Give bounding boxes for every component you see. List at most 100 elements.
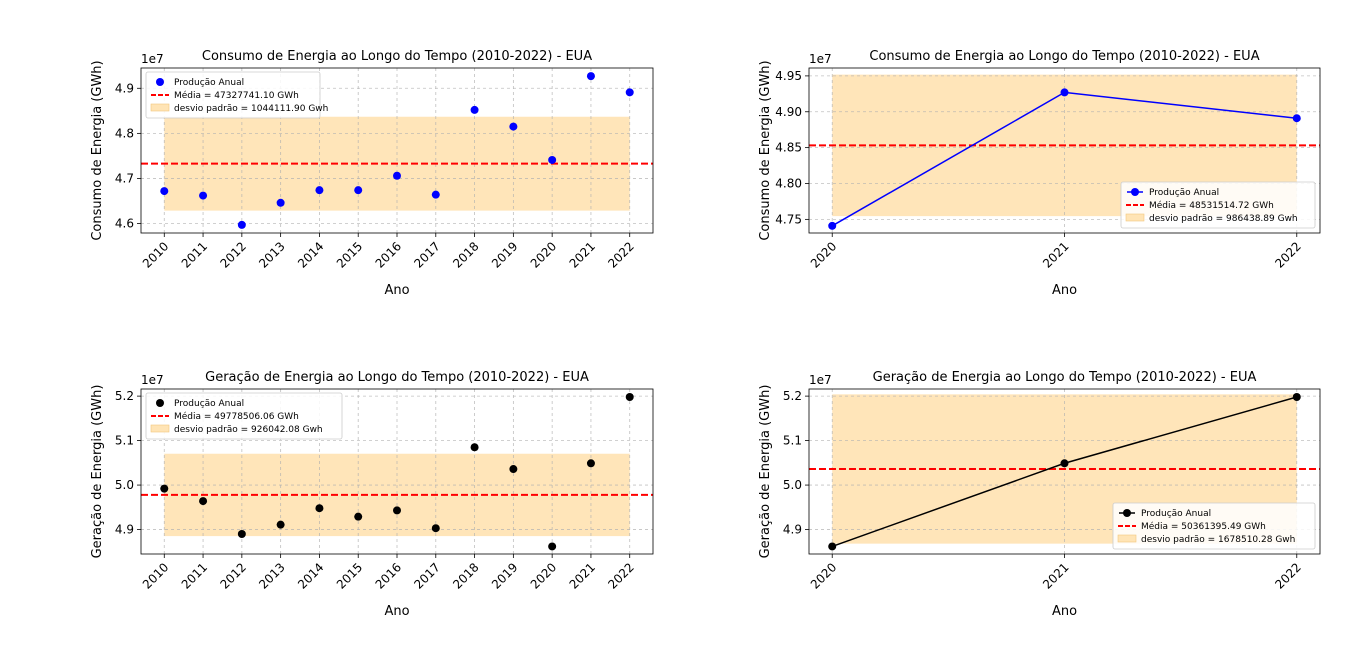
legend: Produção Anual Média = 47327741.10 GWh des… <box>145 71 328 119</box>
legend-band-swatch <box>150 424 170 433</box>
y-tick-label: 5.0 <box>783 478 802 492</box>
data-point-2021 <box>586 459 595 468</box>
legend-series-label: Produção Anual <box>1149 188 1219 198</box>
legend-band-label: desvio padrão = 986438.89 Gwh <box>1149 214 1298 224</box>
y-multiplier: 1e7 <box>809 373 832 387</box>
data-point-2014 <box>315 504 324 513</box>
data-point-2012 <box>237 220 246 229</box>
data-point-2014 <box>315 186 324 195</box>
x-tick-label: 2022 <box>1272 239 1303 270</box>
legend-series-marker <box>156 78 164 86</box>
x-tick-label: 2017 <box>411 560 442 591</box>
data-point-2018 <box>470 105 479 114</box>
x-tick-label: 2015 <box>334 560 365 591</box>
y-tick-label: 4.8 <box>115 126 134 140</box>
chart-panel-1: 2010 2011 2012 2013 2014 2015 2016 2017 2018 2019… <box>90 49 654 298</box>
chart-panel-4: 2020 2021 2022 4.9 5.0 5.1 5.2 1e7 Geração de En… <box>758 370 1321 619</box>
data-point-2019 <box>509 122 518 131</box>
legend-band-swatch <box>1117 534 1137 543</box>
x-tick-label: 2022 <box>605 239 636 270</box>
data-point-2022 <box>1292 114 1301 123</box>
legend-mean-label: Média = 48531514.72 GWh <box>1149 200 1274 211</box>
data-point-2022 <box>625 88 634 97</box>
y-multiplier: 1e7 <box>141 373 164 387</box>
y-tick-label: 5.1 <box>783 434 802 448</box>
x-tick-label: 2011 <box>179 560 210 591</box>
x-tick-label: 2018 <box>450 560 481 591</box>
y-tick-label: 4.9 <box>783 523 802 537</box>
x-tick-label: 2019 <box>489 560 520 591</box>
x-tick-label: 2021 <box>1040 560 1071 591</box>
data-point-2012 <box>237 529 246 538</box>
y-tick-label: 4.85 <box>775 141 802 155</box>
data-point-2013 <box>276 198 285 207</box>
y-tick-label: 4.90 <box>775 105 802 119</box>
legend-series-label: Produção Anual <box>174 399 244 409</box>
legend-box <box>1112 502 1316 550</box>
x-tick-label: 2021 <box>567 239 598 270</box>
x-tick-label: 2020 <box>528 560 559 591</box>
data-point-2017 <box>431 190 440 199</box>
x-tick-label: 2010 <box>140 560 171 591</box>
legend-box <box>145 71 321 119</box>
legend-band-swatch <box>150 103 170 112</box>
chart-title: Geração de Energia ao Longo do Tempo (20… <box>873 370 1257 385</box>
x-tick-label: 2015 <box>334 239 365 270</box>
data-point-2020 <box>828 542 837 551</box>
x-tick-label: 2020 <box>808 560 839 591</box>
data-point-2022 <box>1292 393 1301 402</box>
chart-title: Geração de Energia ao Longo do Tempo (20… <box>205 370 589 385</box>
data-point-2015 <box>354 186 363 195</box>
x-tick-label: 2014 <box>295 560 326 591</box>
x-tick-label: 2016 <box>373 560 404 591</box>
legend-series-marker <box>1131 188 1139 196</box>
y-tick-label: 5.2 <box>115 389 134 403</box>
x-tick-label: 2021 <box>567 560 598 591</box>
data-point-2019 <box>509 465 518 474</box>
legend-box <box>145 392 343 440</box>
y-tick-label: 4.9 <box>115 523 134 537</box>
data-point-2011 <box>199 497 208 506</box>
x-tick-label: 2013 <box>256 239 287 270</box>
x-tick-label: 2019 <box>489 239 520 270</box>
legend-mean-label: Média = 49778506.06 GWh <box>174 411 299 422</box>
data-point-2020 <box>828 221 837 230</box>
legend: Produção Anual Média = 48531514.72 GWh des… <box>1120 181 1316 229</box>
data-point-2022 <box>625 393 634 402</box>
legend-series-marker <box>156 399 164 407</box>
chart-panel-2: 2020 2021 2022 4.75 4.80 4.85 4.90 4.95 1e7 Consu… <box>758 49 1321 298</box>
y-tick-label: 5.2 <box>783 389 802 403</box>
data-point-2010 <box>160 187 169 196</box>
legend-mean-label: Média = 50361395.49 GWh <box>1141 521 1266 532</box>
legend-band-swatch <box>1125 213 1145 222</box>
data-point-2011 <box>199 191 208 200</box>
chart-title: Consumo de Energia ao Longo do Tempo (20… <box>869 49 1259 64</box>
data-point-2010 <box>160 484 169 493</box>
y-axis-label: Consumo de Energia (GWh) <box>758 60 773 240</box>
y-tick-label: 4.75 <box>775 212 802 226</box>
x-tick-label: 2021 <box>1040 239 1071 270</box>
legend-band-label: desvio padrão = 926042.08 Gwh <box>174 425 323 435</box>
legend-band-label: desvio padrão = 1044111.90 Gwh <box>174 104 328 114</box>
y-tick-label: 4.7 <box>115 171 134 185</box>
x-tick-label: 2017 <box>411 239 442 270</box>
y-multiplier: 1e7 <box>809 52 832 66</box>
legend-series-marker <box>1123 509 1131 517</box>
y-multiplier: 1e7 <box>141 52 164 66</box>
chart-title: Consumo de Energia ao Longo do Tempo (20… <box>202 49 592 64</box>
data-point-2021 <box>1060 459 1069 468</box>
data-point-2015 <box>354 512 363 521</box>
y-axis-label: Geração de Energia (GWh) <box>90 385 105 559</box>
x-tick-label: 2022 <box>1272 560 1303 591</box>
x-axis-label: Ano <box>384 604 409 619</box>
x-axis-label: Ano <box>1052 604 1077 619</box>
y-tick-label: 4.95 <box>775 69 802 83</box>
x-axis-label: Ano <box>1052 283 1077 298</box>
y-tick-label: 5.1 <box>115 434 134 448</box>
y-axis-label: Geração de Energia (GWh) <box>758 385 773 559</box>
data-point-2018 <box>470 443 479 452</box>
x-tick-label: 2016 <box>373 239 404 270</box>
data-point-2013 <box>276 520 285 529</box>
data-point-2020 <box>548 542 557 551</box>
legend-mean-label: Média = 47327741.10 GWh <box>174 90 299 101</box>
